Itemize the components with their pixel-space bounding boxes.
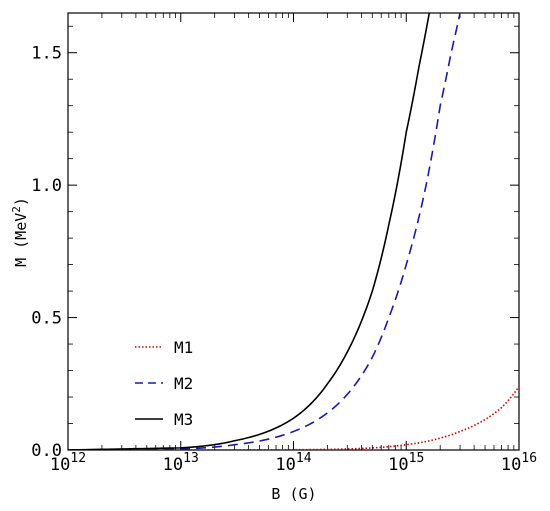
x-tick-exponent: 12 xyxy=(70,451,86,466)
legend-label-m3: M3 xyxy=(174,410,193,429)
x-tick-base: 10 xyxy=(388,455,408,475)
x-tick-label: 1012 xyxy=(50,451,86,475)
y-axis-label-close: ) xyxy=(12,197,30,206)
x-tick-label: 1013 xyxy=(163,451,199,475)
x-tick-base: 10 xyxy=(50,455,70,475)
x-tick-labels: 1012 1013 1014 1015 1016 xyxy=(50,451,537,475)
x-tick-exponent: 14 xyxy=(296,451,312,466)
legend-label-m1: M1 xyxy=(174,338,193,357)
x-tick-base: 10 xyxy=(163,455,183,475)
plot-area xyxy=(67,12,520,451)
axis-ticks xyxy=(67,13,520,451)
y-tick-label: 0.0 xyxy=(31,441,62,461)
x-tick-exponent: 15 xyxy=(409,451,425,466)
series-line-m1 xyxy=(68,385,519,450)
plot-frame xyxy=(67,12,520,451)
y-axis-label-sup: 2 xyxy=(10,206,23,213)
legend: M1 M2 M3 xyxy=(135,338,193,429)
x-axis-label: B (G) xyxy=(271,485,316,503)
y-tick-label: 1.5 xyxy=(31,44,62,64)
y-axis-label: M (MeV2) xyxy=(10,197,30,267)
x-tick-base: 10 xyxy=(501,455,521,475)
series-line-m3 xyxy=(68,13,431,450)
series-line-m2 xyxy=(68,13,461,450)
x-tick-label: 1016 xyxy=(501,451,537,475)
legend-label-m2: M2 xyxy=(174,374,193,393)
y-tick-label: 1.0 xyxy=(31,176,62,196)
x-tick-exponent: 13 xyxy=(183,451,199,466)
x-tick-label: 1014 xyxy=(275,451,311,475)
y-tick-labels: 0.0 0.5 1.0 1.5 xyxy=(31,44,62,461)
series-lines xyxy=(68,13,519,450)
x-tick-exponent: 16 xyxy=(521,451,537,466)
x-tick-base: 10 xyxy=(275,455,295,475)
x-tick-label: 1015 xyxy=(388,451,424,475)
y-axis-label-main: M (MeV xyxy=(12,213,30,267)
y-tick-label: 0.5 xyxy=(31,309,62,329)
